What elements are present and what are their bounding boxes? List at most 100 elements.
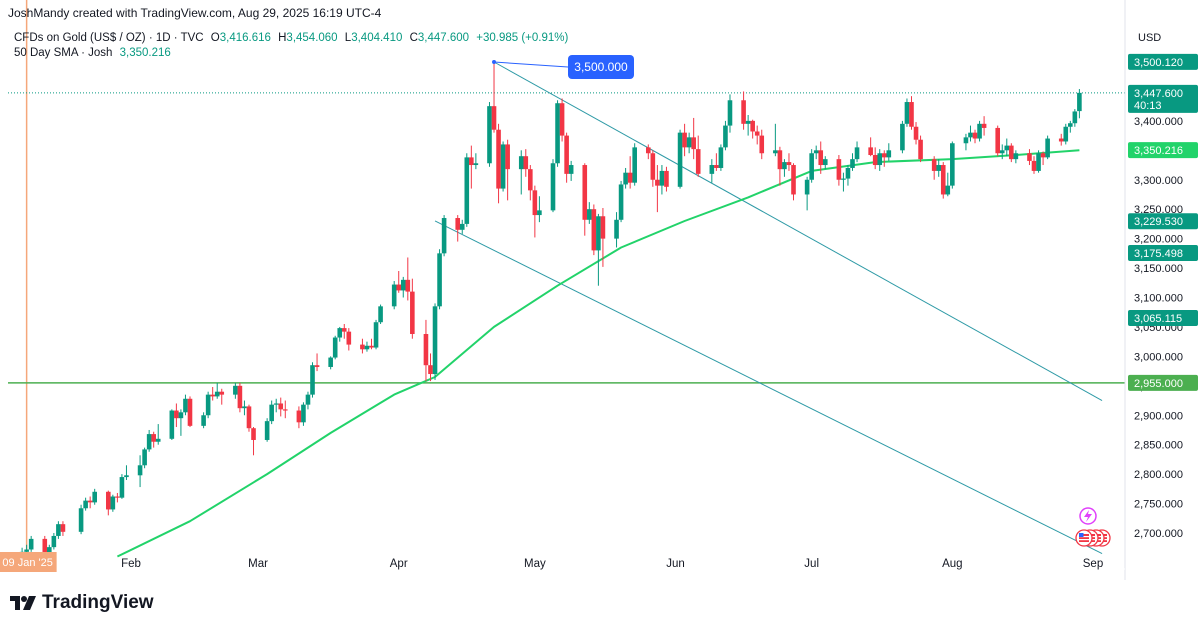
lightning-icon[interactable] — [1079, 507, 1097, 525]
y-tick-label: 2,900.000 — [1134, 410, 1183, 422]
trendline-2[interactable] — [434, 220, 1103, 555]
candle — [119, 474, 125, 499]
flag-stripe — [1079, 539, 1089, 541]
candle — [591, 204, 597, 256]
candle-body — [296, 410, 302, 423]
candle-body — [24, 549, 29, 552]
candle-body — [1072, 111, 1078, 124]
candle — [950, 141, 955, 189]
candle — [1072, 109, 1078, 127]
candle-body — [714, 165, 719, 168]
candle — [972, 129, 978, 144]
candle-body — [918, 139, 923, 160]
candle-body — [469, 157, 474, 166]
trendline-1[interactable] — [493, 61, 1103, 401]
symbol-title[interactable]: CFDs on Gold (US$ / OZ) · 1D · TVC — [14, 32, 204, 44]
price-label-countdown: 40:13 — [1134, 100, 1162, 112]
candle-body — [233, 385, 238, 395]
candle-body — [151, 434, 156, 442]
axis-icons[interactable] — [1075, 507, 1111, 547]
y-tick-label: 2,800.000 — [1134, 469, 1183, 481]
candle — [410, 278, 415, 339]
candle-body — [264, 421, 270, 440]
annotation-leader — [493, 61, 569, 68]
y-axis[interactable]: 2,700.000 2,750.000 2,800.000 2,850.000 2,90… — [1124, 0, 1183, 580]
candle — [337, 326, 343, 342]
candle-body — [977, 123, 982, 139]
lightning-icon-bolt — [1084, 510, 1092, 522]
candle-body — [178, 412, 184, 419]
candle-body — [564, 135, 569, 174]
candle — [28, 535, 34, 552]
candle — [269, 400, 274, 425]
candle — [142, 447, 147, 469]
candle-body — [1040, 153, 1046, 158]
price-annotation[interactable]: 3,500.000 — [492, 55, 634, 79]
candle-body — [845, 167, 851, 179]
candle-body — [42, 538, 48, 556]
attribution-text: JoshMandy created with TradingView.com, … — [8, 6, 382, 20]
currency-label[interactable]: USD — [1138, 32, 1162, 44]
price-label-box — [1128, 142, 1198, 159]
candle — [528, 165, 533, 201]
price-label-box — [1128, 245, 1198, 262]
candle-body — [391, 284, 397, 307]
candle-body — [759, 135, 765, 154]
candle-body — [174, 410, 179, 419]
annotation-anchor — [492, 60, 497, 64]
trendlines[interactable] — [434, 61, 1103, 555]
candle-body — [972, 132, 978, 139]
candle-body — [968, 132, 973, 138]
open-value: 3,416.616 — [219, 32, 271, 44]
y-tick-label: 3,000.000 — [1134, 351, 1183, 363]
candle-body — [822, 159, 828, 166]
candle — [759, 129, 765, 160]
candle — [909, 96, 914, 130]
y-tick-label: 2,700.000 — [1134, 528, 1183, 540]
candle — [695, 135, 701, 177]
candle — [600, 208, 606, 267]
candle-body — [940, 165, 946, 195]
price-label-box — [1128, 213, 1198, 230]
annotation-box[interactable] — [568, 55, 634, 79]
candle-body — [396, 284, 402, 291]
candle — [1068, 120, 1073, 133]
x-tick-label: Apr — [390, 558, 408, 570]
flag-stripe — [1079, 536, 1089, 538]
x-axis[interactable]: Feb Mar Apr May Jun Jul Aug Sep 09 Jan '25 — [0, 552, 1125, 572]
candle-body — [872, 155, 878, 166]
candle — [505, 139, 510, 201]
candle-body — [773, 150, 778, 154]
us-flag-events-icon[interactable] — [1075, 529, 1111, 547]
candle — [146, 429, 152, 452]
candle — [396, 271, 402, 293]
candle — [886, 143, 892, 161]
candle — [1077, 89, 1082, 119]
candle-body — [405, 279, 411, 292]
candle-body — [727, 100, 733, 126]
candle — [110, 494, 116, 512]
price-label-box — [1128, 374, 1198, 391]
y-tick-label: 3,200.000 — [1134, 234, 1183, 246]
candle-body — [791, 165, 796, 195]
candle-body — [850, 159, 855, 168]
sma-50-polyline — [116, 149, 1080, 558]
candle — [822, 156, 828, 170]
candle-body — [691, 137, 696, 150]
candle — [754, 125, 760, 145]
candle — [428, 353, 433, 382]
candle-body — [723, 125, 728, 148]
date-marker-label: 09 Jan '25 — [2, 557, 52, 569]
candle — [664, 166, 669, 192]
candle-body — [900, 123, 905, 151]
candle-body — [559, 103, 565, 136]
candle-body — [999, 150, 1005, 154]
price-label-text: 3,229.530 — [1134, 216, 1183, 228]
candle — [741, 91, 746, 130]
candle-body — [337, 328, 343, 338]
sma-label[interactable]: 50 Day SMA · Josh — [14, 47, 113, 59]
candle — [432, 303, 438, 380]
candle — [210, 386, 215, 401]
